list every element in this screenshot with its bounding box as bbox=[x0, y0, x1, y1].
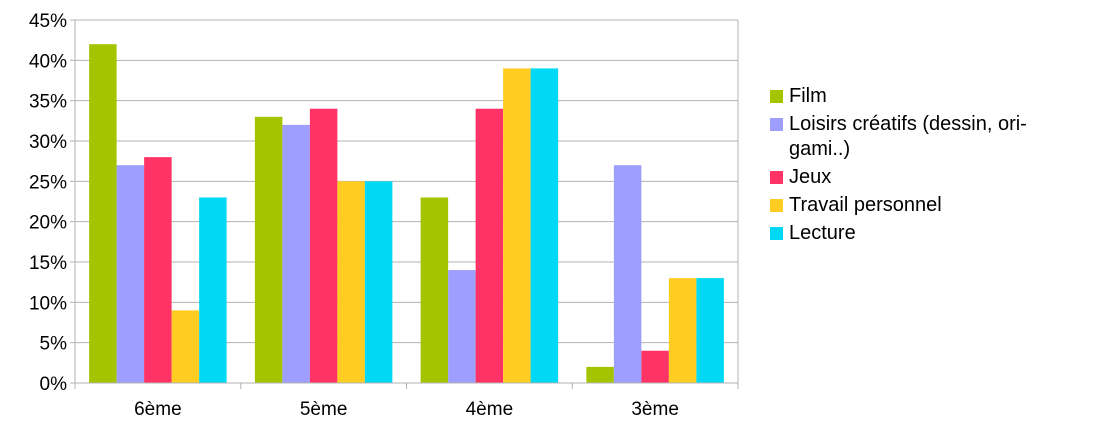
y-tick-label: 10% bbox=[29, 293, 67, 314]
bar bbox=[448, 270, 476, 383]
bar bbox=[613, 165, 642, 383]
y-tick-label: 5% bbox=[40, 334, 68, 355]
bar bbox=[116, 165, 145, 383]
legend-item: Film bbox=[770, 84, 1090, 109]
bar bbox=[420, 197, 449, 383]
legend-label: Travail personnel bbox=[789, 194, 942, 216]
legend-label: Lecture bbox=[789, 222, 856, 244]
bar bbox=[254, 116, 283, 384]
y-tick-label: 0% bbox=[40, 374, 68, 395]
bar bbox=[586, 366, 614, 383]
bars bbox=[89, 44, 724, 384]
bar bbox=[144, 157, 172, 383]
bar bbox=[171, 310, 200, 383]
y-axis-tick-labels: 0% 5% 10% 15% 20% 25% 30% 35% 40% 45% bbox=[29, 11, 67, 395]
x-tick-label: 3ème bbox=[631, 399, 679, 420]
bar bbox=[364, 181, 393, 383]
x-tick-label: 6ème bbox=[134, 399, 182, 420]
legend: Film Loisirs créatifs (dessin, ori- gami… bbox=[770, 84, 1090, 249]
legend-label: Loisirs créatifs (dessin, ori- gami..) bbox=[789, 113, 1027, 160]
bar bbox=[89, 44, 117, 383]
legend-label: Jeux bbox=[789, 166, 832, 188]
x-tick-label: 5ème bbox=[300, 399, 348, 420]
y-tick-label: 20% bbox=[29, 213, 67, 234]
y-tick-label: 35% bbox=[29, 92, 67, 113]
legend-swatch bbox=[770, 118, 783, 131]
x-tick-label: 4ème bbox=[466, 399, 514, 420]
legend-item: Jeux bbox=[770, 165, 1090, 190]
legend-swatch bbox=[770, 227, 783, 240]
y-tick-label: 30% bbox=[29, 132, 67, 153]
x-axis-tick-labels: 6ème 5ème 4ème 3ème bbox=[134, 399, 679, 420]
y-tick-label: 40% bbox=[29, 51, 67, 72]
axes bbox=[70, 19, 739, 389]
bar bbox=[337, 181, 365, 383]
bar bbox=[530, 68, 559, 384]
bar bbox=[475, 108, 504, 383]
bar bbox=[199, 197, 227, 383]
legend-item: Loisirs créatifs (dessin, ori- gami..) bbox=[770, 112, 1090, 162]
bar bbox=[641, 350, 669, 383]
bar bbox=[282, 124, 310, 383]
y-tick-label: 25% bbox=[29, 172, 67, 193]
legend-item: Travail personnel bbox=[770, 193, 1090, 218]
legend-swatch bbox=[770, 171, 783, 184]
bar bbox=[309, 108, 338, 383]
legend-swatch bbox=[770, 90, 783, 103]
bar bbox=[503, 68, 531, 384]
legend-swatch bbox=[770, 199, 783, 212]
gridlines bbox=[75, 19, 738, 344]
legend-item: Lecture bbox=[770, 221, 1090, 246]
y-tick-label: 45% bbox=[29, 11, 67, 32]
legend-label: Film bbox=[789, 85, 827, 107]
bar bbox=[668, 278, 697, 383]
bar bbox=[696, 278, 724, 383]
y-tick-label: 15% bbox=[29, 253, 67, 274]
